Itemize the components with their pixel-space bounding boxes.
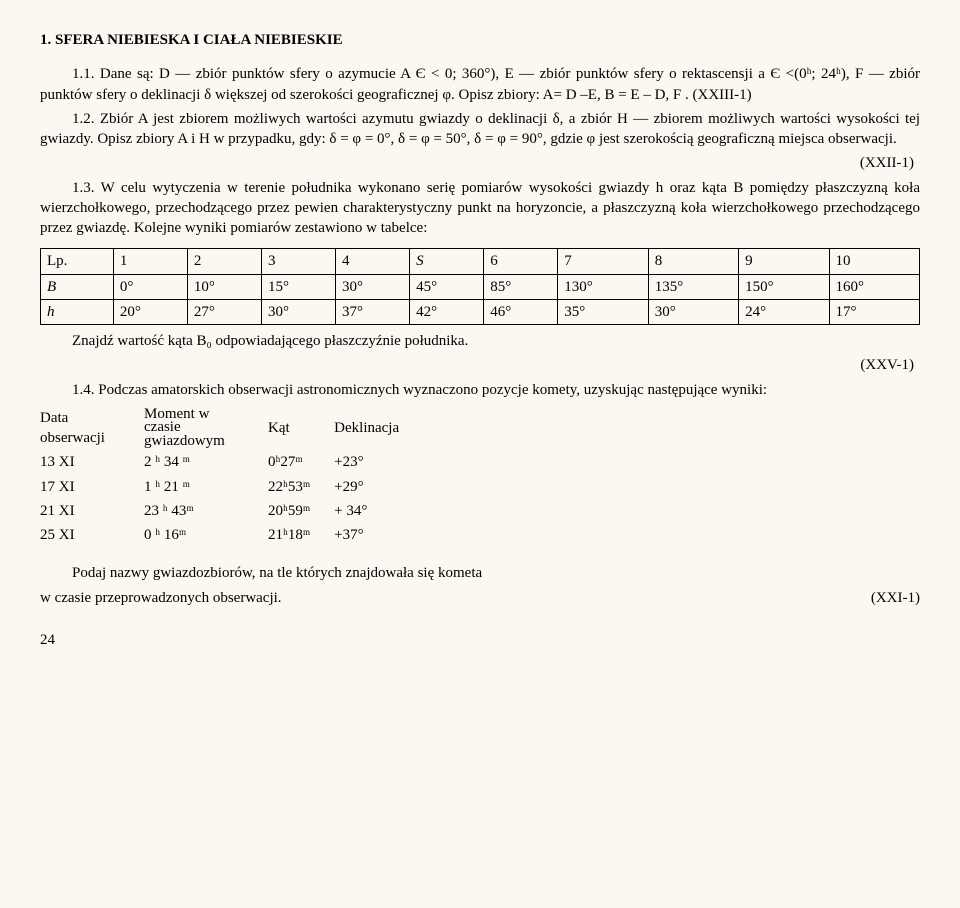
t2-c: 22ʰ53ᵐ [268, 475, 334, 499]
t1-c: 24° [739, 299, 829, 324]
section-heading: 1. SFERA NIEBIESKA I CIAŁA NIEBIESKIE [40, 30, 920, 50]
t1-h0: Lp. [41, 249, 114, 274]
t2-c: +23° [334, 450, 423, 474]
page-number: 24 [40, 630, 920, 650]
t1-c: 85° [484, 274, 558, 299]
para-final-2: w czasie przeprowadzonych obserwacji. (X… [40, 588, 920, 608]
t1-c: 160° [829, 274, 919, 299]
t2-c: 21ʰ18ᵐ [268, 523, 334, 547]
t1-c: 15° [261, 274, 335, 299]
t1-c: 3 [261, 249, 335, 274]
t1-c: 10° [187, 274, 261, 299]
t2-c: 21 XI [40, 499, 144, 523]
t2-h0: Data obserwacji [40, 406, 144, 451]
t2-c: +37° [334, 523, 423, 547]
t1-c: 30° [336, 274, 410, 299]
t1-rlabel: B [41, 274, 114, 299]
t1-c: 10 [829, 249, 919, 274]
t1-c: 27° [187, 299, 261, 324]
para-1-1: 1.1. Dane są: D — zbiór punktów sfery o … [40, 64, 920, 105]
t1-c: 130° [558, 274, 648, 299]
t2-c: 25 XI [40, 523, 144, 547]
t1-c: 1 [113, 249, 187, 274]
t1-c: 9 [739, 249, 829, 274]
t2-c: 23 ʰ 43ᵐ [144, 499, 268, 523]
t2-c: 0 ʰ 16ᵐ [144, 523, 268, 547]
t2-c: 2 ʰ 34 ᵐ [144, 450, 268, 474]
t1-c: 30° [648, 299, 738, 324]
para-after-t1: Znajdź wartość kąta B₀ odpowiadającego p… [40, 331, 920, 351]
t2-h2: Kąt [268, 406, 334, 451]
table-measurements: Lp. 1 2 3 4 S 6 7 8 9 10 B 0° 10° 15° 30… [40, 248, 920, 325]
t1-c: 17° [829, 299, 919, 324]
ref-after-t1: (XXV-1) [40, 355, 914, 375]
t1-c: S [410, 249, 484, 274]
para-final-2-text: w czasie przeprowadzonych obserwacji. [40, 590, 282, 606]
t2-c: 1 ʰ 21 ᵐ [144, 475, 268, 499]
t1-c: 35° [558, 299, 648, 324]
t1-c: 37° [336, 299, 410, 324]
t1-c: 150° [739, 274, 829, 299]
t2-c: 17 XI [40, 475, 144, 499]
t1-c: 7 [558, 249, 648, 274]
t1-c: 0° [113, 274, 187, 299]
para-1-2: 1.2. Zbiór A jest zbiorem możliwych wart… [40, 109, 920, 150]
para-final-1: Podaj nazwy gwiazdozbiorów, na tle który… [40, 563, 920, 583]
t2-h3: Deklinacja [334, 406, 423, 451]
t1-c: 30° [261, 299, 335, 324]
t2-c: + 34° [334, 499, 423, 523]
t1-c: 46° [484, 299, 558, 324]
t1-c: 45° [410, 274, 484, 299]
t1-c: 2 [187, 249, 261, 274]
t1-c: 42° [410, 299, 484, 324]
t1-rlabel: h [41, 299, 114, 324]
ref-final: (XXI-1) [871, 588, 920, 608]
t2-c: 13 XI [40, 450, 144, 474]
t1-c: 20° [113, 299, 187, 324]
t2-c: +29° [334, 475, 423, 499]
ref-1-2: (XXII-1) [40, 153, 914, 173]
t1-c: 4 [336, 249, 410, 274]
t1-c: 6 [484, 249, 558, 274]
para-1-4: 1.4. Podczas amatorskich obserwacji astr… [40, 380, 920, 400]
t1-c: 8 [648, 249, 738, 274]
t1-c: 135° [648, 274, 738, 299]
para-1-3: 1.3. W celu wytyczenia w terenie południ… [40, 178, 920, 239]
t2-c: 0ʰ27ᵐ [268, 450, 334, 474]
table-observations: Data obserwacji Moment w czasie gwiazdow… [40, 406, 423, 548]
t2-c: 20ʰ59ᵐ [268, 499, 334, 523]
t2-h1: Moment w czasie gwiazdowym [144, 406, 268, 451]
